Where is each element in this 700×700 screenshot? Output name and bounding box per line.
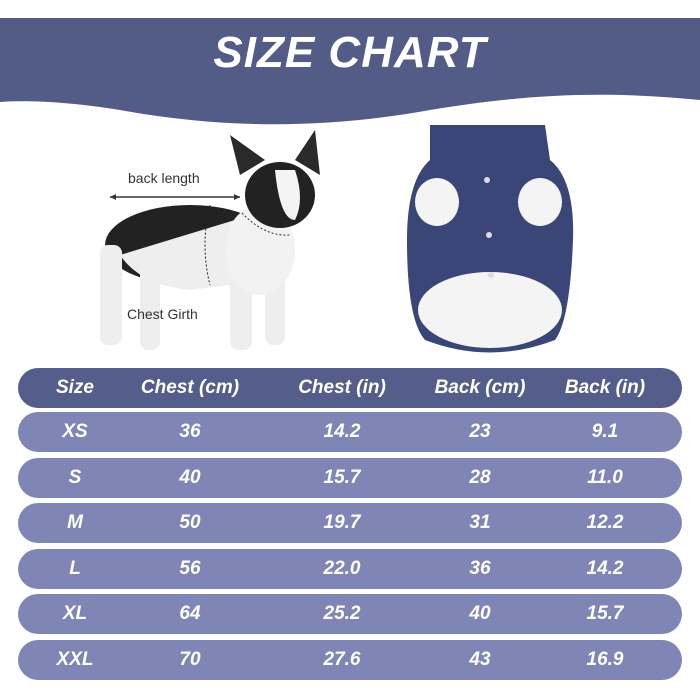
cell-back-cm: 40 — [469, 603, 491, 624]
table-row: XXL 70 27.6 43 16.9 — [18, 640, 682, 680]
cell-size: XL — [62, 603, 88, 624]
page-title: SIZE CHART — [213, 28, 487, 77]
dog-coat-image — [407, 125, 574, 353]
cell-back-cm: 23 — [469, 421, 491, 442]
table-header-row: Size Chest (cm) Chest (in) Back (cm) Bac… — [18, 368, 682, 408]
header-back-in: Back (in) — [564, 377, 646, 398]
cell-chest-cm: 70 — [179, 649, 201, 670]
cell-chest-cm: 50 — [179, 512, 201, 533]
cell-chest-in: 25.2 — [323, 603, 361, 624]
cell-size: XS — [62, 421, 88, 442]
cell-back-in: 15.7 — [586, 603, 624, 624]
table-row: S 40 15.7 28 11.0 — [18, 458, 682, 498]
header-size: Size — [55, 377, 95, 398]
cell-back-in: 9.1 — [591, 421, 619, 442]
title-banner — [0, 18, 700, 125]
cell-size: XXL — [56, 649, 94, 670]
cell-back-cm: 31 — [469, 512, 491, 533]
cell-chest-in: 27.6 — [323, 649, 361, 670]
table-row: XS 36 14.2 23 9.1 — [18, 412, 682, 452]
cell-chest-cm: 36 — [179, 421, 201, 442]
cell-chest-cm: 40 — [179, 467, 201, 488]
cell-size: M — [67, 512, 83, 533]
cell-chest-in: 14.2 — [323, 421, 361, 442]
header-chest-in: Chest (in) — [298, 377, 386, 398]
cell-size: L — [69, 558, 81, 579]
cell-chest-in: 19.7 — [323, 512, 361, 533]
cell-back-cm: 43 — [469, 649, 491, 670]
header-chest-cm: Chest (cm) — [140, 377, 240, 398]
table-row: L 56 22.0 36 14.2 — [18, 549, 682, 589]
chest-girth-label: Chest Girth — [127, 306, 198, 322]
cell-chest-in: 22.0 — [323, 558, 361, 579]
cell-chest-cm: 56 — [179, 558, 201, 579]
cell-back-cm: 36 — [469, 558, 491, 579]
cell-back-in: 16.9 — [586, 649, 624, 670]
header-back-cm: Back (cm) — [434, 377, 526, 398]
dog-illustration — [100, 130, 320, 350]
cell-back-in: 12.2 — [586, 512, 624, 533]
table-row: XL 64 25.2 40 15.7 — [18, 594, 682, 634]
cell-back-in: 11.0 — [587, 467, 623, 488]
cell-back-in: 14.2 — [586, 558, 624, 579]
table-row: M 50 19.7 31 12.2 — [18, 503, 682, 543]
cell-back-cm: 28 — [469, 467, 491, 488]
back-length-label: back length — [128, 170, 200, 186]
cell-chest-cm: 64 — [179, 603, 201, 624]
cell-chest-in: 15.7 — [323, 467, 361, 488]
cell-size: S — [68, 467, 82, 488]
